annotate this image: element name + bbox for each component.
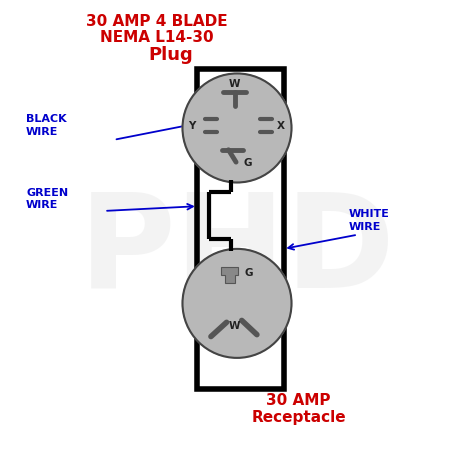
Text: PHD: PHD <box>79 188 395 315</box>
Circle shape <box>182 249 292 358</box>
Text: 30 AMP 4 BLADE: 30 AMP 4 BLADE <box>86 14 227 29</box>
Text: NEMA L14-30: NEMA L14-30 <box>100 30 213 46</box>
Text: GREEN
WIRE: GREEN WIRE <box>26 188 68 210</box>
Polygon shape <box>221 267 238 283</box>
Text: Receptacle: Receptacle <box>251 410 346 425</box>
Text: W: W <box>229 79 240 90</box>
Text: G: G <box>245 268 253 278</box>
Circle shape <box>182 73 292 182</box>
Text: G: G <box>243 158 252 168</box>
Text: WHITE
WIRE: WHITE WIRE <box>348 209 389 232</box>
Text: Y: Y <box>188 120 196 131</box>
Text: BLACK
WIRE: BLACK WIRE <box>26 114 67 137</box>
Text: X: X <box>277 120 285 131</box>
Text: W: W <box>229 321 240 331</box>
Text: 30 AMP: 30 AMP <box>266 393 331 408</box>
Text: Plug: Plug <box>148 46 193 64</box>
